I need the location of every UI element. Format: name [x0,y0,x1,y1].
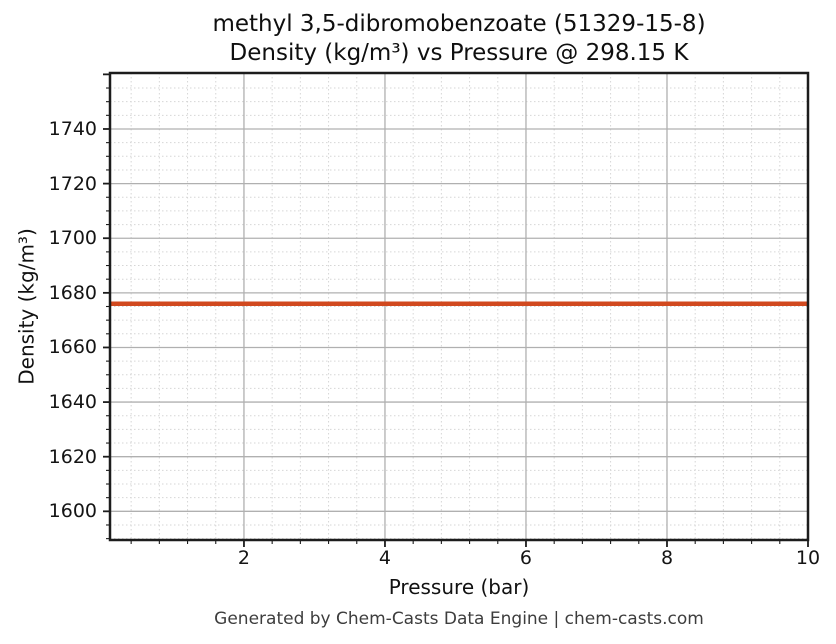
chart-title-line2: Density (kg/m³) vs Pressure @ 298.15 K [229,40,689,66]
y-tick-label: 1700 [48,227,97,250]
y-tick-label: 1680 [48,281,97,304]
x-tick-label: 8 [660,547,674,569]
y-tick-label: 1600 [48,500,97,523]
x-tick-label: 4 [378,547,392,569]
x-tick-label: 2 [237,547,250,569]
x-axis-label: Pressure (bar) [388,575,530,599]
y-tick-label: 1620 [48,445,97,468]
y-tick-label: 1640 [48,391,97,414]
footer-credit: Generated by Chem-Casts Data Engine | ch… [214,609,704,629]
x-tick-label: 10 [795,547,821,569]
y-tick-label: 1740 [48,117,97,140]
chart-title: methyl 3,5-dibromobenzoate (51329-15-8) … [110,10,808,68]
y-axis-label: Density (kg/m³) [14,228,39,385]
x-tick-label: 6 [519,547,533,569]
y-tick-label: 1720 [48,172,97,195]
y-tick-label: 1660 [48,336,97,359]
chart-title-line1: methyl 3,5-dibromobenzoate (51329-15-8) [212,11,706,37]
